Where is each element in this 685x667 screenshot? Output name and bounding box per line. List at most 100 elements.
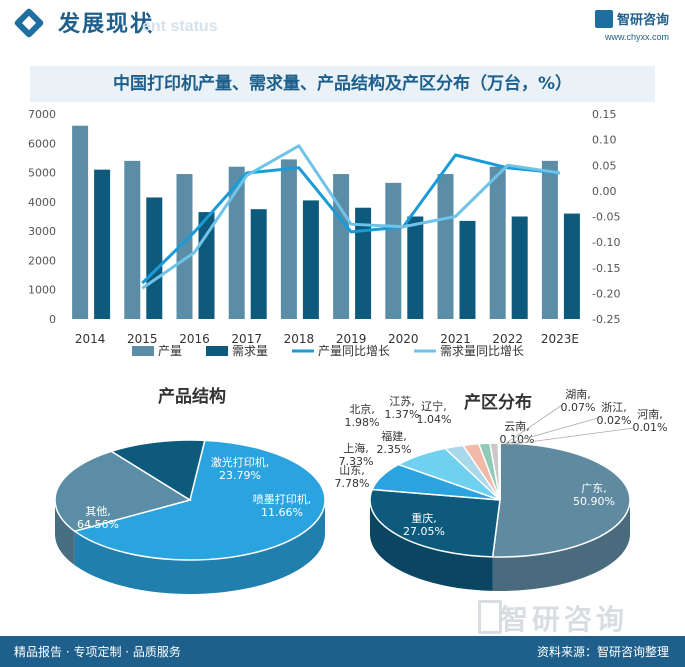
legend-label: 需求量 bbox=[232, 344, 268, 358]
leader-line bbox=[505, 427, 635, 446]
y2-tick-label: -0.15 bbox=[592, 262, 620, 275]
pie-slice bbox=[72, 439, 326, 561]
slice-value-label: 64.56% bbox=[77, 518, 119, 531]
brand-url: www.chyxx.com bbox=[604, 32, 669, 42]
y2-tick-label: -0.05 bbox=[592, 211, 620, 224]
brand-logo-icon bbox=[594, 9, 613, 28]
slice-label: 江苏, bbox=[389, 395, 415, 408]
x-tick-label: 2017 bbox=[231, 332, 262, 346]
x-tick-label: 2018 bbox=[284, 332, 315, 346]
pie-side bbox=[492, 500, 630, 591]
slice-label: 河南, bbox=[637, 408, 663, 421]
slice-value-label: 50.90% bbox=[573, 495, 615, 508]
x-tick-label: 2014 bbox=[75, 332, 106, 346]
slice-value-label: 1.04% bbox=[417, 413, 452, 426]
slice-label: 浙江, bbox=[601, 401, 627, 414]
leader-line bbox=[505, 417, 599, 445]
legend-swatch bbox=[206, 346, 228, 356]
slice-value-label: 0.01% bbox=[633, 421, 668, 434]
chart-title: 中国打印机产量、需求量、产品结构及产区分布（万台，%） bbox=[30, 66, 655, 102]
bar bbox=[72, 125, 89, 319]
bar bbox=[228, 166, 245, 319]
slice-label: 辽宁, bbox=[421, 399, 447, 413]
bar bbox=[541, 160, 558, 319]
y-tick-label: 4000 bbox=[28, 196, 56, 209]
pie-side bbox=[370, 500, 493, 591]
slice-label: 激光打印机, bbox=[211, 455, 270, 469]
footer: 精品报告 · 专项定制 · 品质服务 资料来源：智研咨询整理 bbox=[0, 636, 685, 667]
y2-tick-label: -0.10 bbox=[592, 236, 620, 249]
x-tick-label: 2021 bbox=[440, 332, 471, 346]
y2-tick-label: -0.25 bbox=[592, 313, 620, 326]
y-tick-label: 2000 bbox=[28, 254, 56, 267]
y-tick-label: 1000 bbox=[28, 284, 56, 297]
slice-label: 福建, bbox=[381, 429, 407, 443]
slice-value-label: 1.98% bbox=[345, 416, 380, 429]
pie-slice bbox=[491, 442, 631, 558]
slice-value-label: 0.10% bbox=[500, 433, 535, 446]
x-tick-label: 2022 bbox=[492, 332, 523, 346]
bar bbox=[250, 209, 267, 319]
slice-label: 喷墨打印机, bbox=[253, 492, 312, 506]
legend-swatch bbox=[132, 346, 154, 356]
bar bbox=[459, 220, 476, 319]
x-tick-label: 2019 bbox=[336, 332, 367, 346]
pie-slice bbox=[109, 439, 206, 502]
y2-tick-label: 0.10 bbox=[592, 134, 617, 147]
slice-value-label: 7.78% bbox=[335, 477, 370, 490]
pie-side-shade bbox=[492, 500, 630, 591]
bar bbox=[563, 213, 580, 319]
bar bbox=[280, 159, 297, 319]
y2-tick-label: 0.00 bbox=[592, 185, 617, 198]
slice-value-label: 1.37% bbox=[385, 408, 420, 421]
legend-label: 需求量同比增长 bbox=[440, 344, 524, 358]
x-tick-label: 2015 bbox=[127, 332, 158, 346]
bar bbox=[176, 174, 193, 319]
brand: 智研咨询 www.chyxx.com bbox=[594, 8, 669, 42]
header: 发展现状 ent status 智研咨询 www.chyxx.com bbox=[0, 0, 685, 56]
slice-value-label: 0.02% bbox=[597, 414, 632, 427]
slice-label: 湖南, bbox=[565, 388, 591, 401]
footer-source: 资料来源：智研咨询整理 bbox=[536, 645, 669, 659]
slice-label: 北京, bbox=[349, 402, 375, 416]
y2-tick-label: 0.05 bbox=[592, 159, 617, 172]
pie-side-shade bbox=[370, 500, 493, 591]
bar bbox=[437, 174, 454, 319]
slice-value-label: 7.33% bbox=[339, 455, 374, 468]
pie-title: 产区分布 bbox=[464, 392, 532, 413]
slice-label: 重庆, bbox=[411, 511, 437, 525]
y-tick-label: 6000 bbox=[28, 137, 56, 150]
bar bbox=[407, 216, 424, 319]
x-tick-label: 2023E bbox=[541, 332, 579, 346]
pie-slice bbox=[369, 488, 501, 558]
bar bbox=[146, 197, 163, 319]
slice-label: 其他, bbox=[85, 505, 111, 518]
series-line bbox=[141, 144, 561, 290]
bar bbox=[302, 200, 319, 319]
slice-value-label: 11.66% bbox=[261, 506, 303, 519]
y-tick-label: 3000 bbox=[28, 225, 56, 238]
y2-tick-label: -0.20 bbox=[592, 287, 620, 300]
leader-line bbox=[504, 404, 563, 445]
slice-value-label: 27.05% bbox=[403, 525, 445, 538]
watermark-text: 智研咨询 bbox=[500, 603, 629, 636]
bar bbox=[333, 174, 350, 319]
slice-label: 山东, bbox=[339, 464, 365, 477]
watermark-logo-icon bbox=[478, 600, 502, 634]
slice-value-label: 0.07% bbox=[561, 401, 596, 414]
pie-side-shade bbox=[74, 500, 325, 594]
bar bbox=[489, 166, 506, 319]
legend-label: 产量 bbox=[158, 344, 182, 358]
x-tick-label: 2020 bbox=[388, 332, 419, 346]
pie-title: 产品结构 bbox=[158, 386, 226, 407]
y-tick-label: 7000 bbox=[28, 108, 56, 121]
series-line bbox=[141, 153, 561, 285]
pie-side bbox=[74, 500, 325, 594]
pie-slice bbox=[54, 450, 192, 532]
section-title: 发展现状 bbox=[58, 12, 155, 37]
legend-label: 产量同比增长 bbox=[318, 344, 390, 358]
y-tick-label: 5000 bbox=[28, 167, 56, 180]
bar bbox=[94, 169, 111, 319]
x-tick-label: 2016 bbox=[179, 332, 210, 346]
